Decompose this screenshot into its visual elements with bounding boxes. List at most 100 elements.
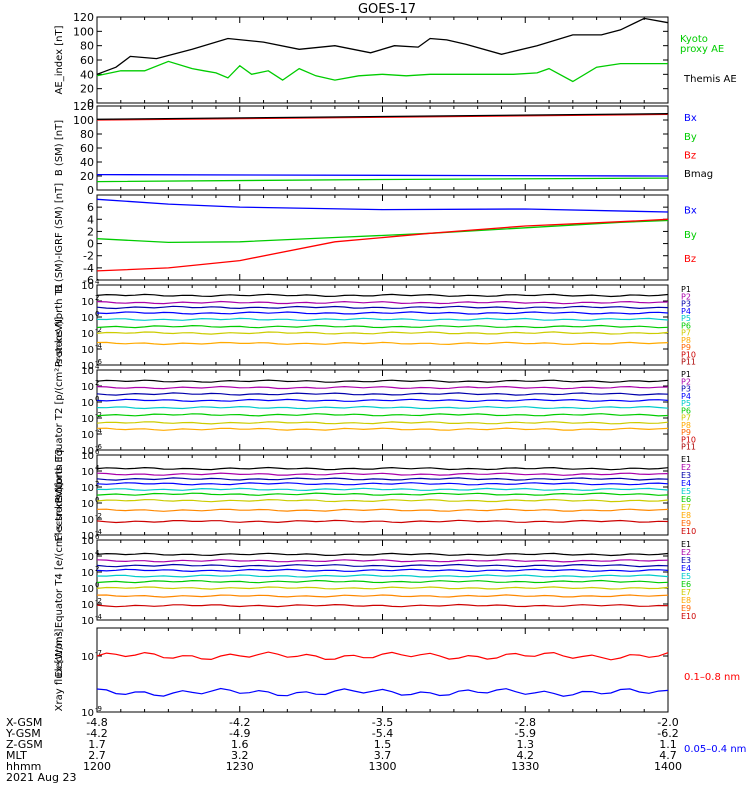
y-tick-exponent: -4 [95, 342, 103, 350]
y-tick-label: 10 [81, 600, 94, 611]
series-p5 [96, 405, 669, 410]
legend-by: By [684, 132, 697, 143]
panel-frame [96, 284, 669, 366]
y-tick-exponent: 4 [95, 363, 100, 371]
orbit-value: 1.7 [88, 738, 106, 751]
panel-frame [96, 369, 669, 451]
legend-p6: P6 [681, 406, 691, 415]
y-tick-label: 10 [81, 297, 94, 308]
y-tick-exponent: 2 [95, 379, 99, 387]
y-tick-label: 10 [81, 329, 94, 340]
orbit-value: -2.0 [657, 716, 678, 729]
y-tick-label: 60 [80, 54, 94, 67]
legend-themis: Themis AE [683, 74, 737, 85]
series-p7 [96, 421, 669, 425]
legend-e4: E4 [681, 479, 691, 488]
orbit-value: 3.7 [374, 749, 392, 762]
legend-p8: P8 [681, 336, 691, 345]
legend-p5: P5 [681, 399, 691, 408]
y-tick-label: 10 [81, 313, 94, 324]
y-tick-label: 2 [87, 225, 94, 238]
y-tick-label: 0 [87, 238, 94, 251]
legend-e6: E6 [681, 495, 691, 504]
y-tick-exponent: -4 [95, 613, 103, 621]
legend-p8: P8 [681, 421, 691, 430]
series-bx [96, 173, 669, 177]
y-tick-label: 10 [81, 446, 94, 457]
y-tick-label: 0 [87, 184, 94, 197]
y-tick-label: 10 [81, 499, 94, 510]
orbit-value: 4.2 [517, 749, 535, 762]
y-tick-label: -2 [83, 250, 94, 263]
orbit-value: -2.8 [515, 716, 536, 729]
legend-e5: E5 [681, 487, 691, 496]
orbit-row-label-mlt: MLT [6, 749, 27, 762]
y-tick-label: 120 [73, 11, 94, 24]
legend-p7: P7 [681, 329, 691, 338]
legend-bmag: Bmag [684, 169, 713, 180]
y-tick-label: 10 [81, 361, 94, 372]
orbit-row-label-hhmm: hhmm [6, 760, 41, 773]
y-tick-label: 20 [80, 83, 94, 96]
y-tick-label: 20 [80, 170, 94, 183]
legend-p7: P7 [681, 414, 691, 423]
legend-kyoto-line1: Kyoto [680, 34, 708, 45]
legend-e9: E9 [681, 519, 691, 528]
orbit-value: 1300 [369, 760, 397, 773]
y-tick-exponent: -2 [95, 597, 102, 605]
series-p1 [96, 293, 669, 298]
y-tick-label: -6 [83, 274, 94, 287]
series-p3 [96, 305, 669, 310]
series-bz [96, 113, 669, 121]
y-tick-exponent: -2 [95, 326, 102, 334]
series-e7 [96, 586, 669, 590]
series-e3 [96, 477, 669, 481]
series-bmag [96, 113, 669, 120]
legend-bz: Bz [684, 151, 696, 162]
y-tick-label: 10 [81, 708, 94, 719]
series-by [96, 177, 669, 183]
orbit-value: -4.2 [86, 727, 107, 740]
legend-p6: P6 [681, 321, 691, 330]
y-tick-exponent: -7 [95, 649, 102, 657]
y-tick-exponent: -6 [95, 443, 103, 451]
legend-p2: P2 [681, 377, 691, 386]
y-tick-label: 80 [80, 40, 94, 53]
series-e6 [96, 492, 669, 496]
y-tick-exponent: -4 [95, 528, 103, 536]
series-p6 [96, 413, 669, 417]
legend-p2: P2 [681, 292, 691, 301]
legend-bx: Bx [684, 206, 697, 217]
y-tick-label: 10 [81, 414, 94, 425]
series-by [96, 219, 669, 244]
y-tick-exponent: 2 [95, 565, 99, 573]
y-tick-label: 10 [81, 584, 94, 595]
y-axis-label: B (SM)-IGRF (SM) [nT] [54, 183, 65, 292]
y-tick-exponent: 2 [95, 294, 99, 302]
series-bx [96, 198, 669, 213]
series-p8 [96, 427, 669, 431]
orbit-value: 1200 [83, 760, 111, 773]
legend-p11: P11 [681, 443, 696, 452]
y-tick-exponent: 0 [95, 496, 99, 504]
y-tick-label: 10 [81, 536, 94, 547]
date-label: 2021 Aug 23 [6, 771, 76, 784]
y-tick-label: 10 [81, 430, 94, 441]
series-e4 [96, 568, 669, 573]
legend-e3: E3 [681, 471, 691, 480]
legend-p10: P10 [681, 435, 696, 444]
y-tick-label: 10 [81, 345, 94, 356]
series-bz [96, 218, 669, 272]
y-tick-label: 40 [80, 68, 94, 81]
series-e7 [96, 498, 669, 503]
series-e9 [96, 519, 669, 524]
orbit-value: -4.9 [229, 727, 250, 740]
series-0-05-0-4-nm [96, 687, 669, 697]
legend-e8: E8 [681, 596, 691, 605]
series-p4 [96, 398, 669, 403]
legend-p5: P5 [681, 314, 691, 323]
